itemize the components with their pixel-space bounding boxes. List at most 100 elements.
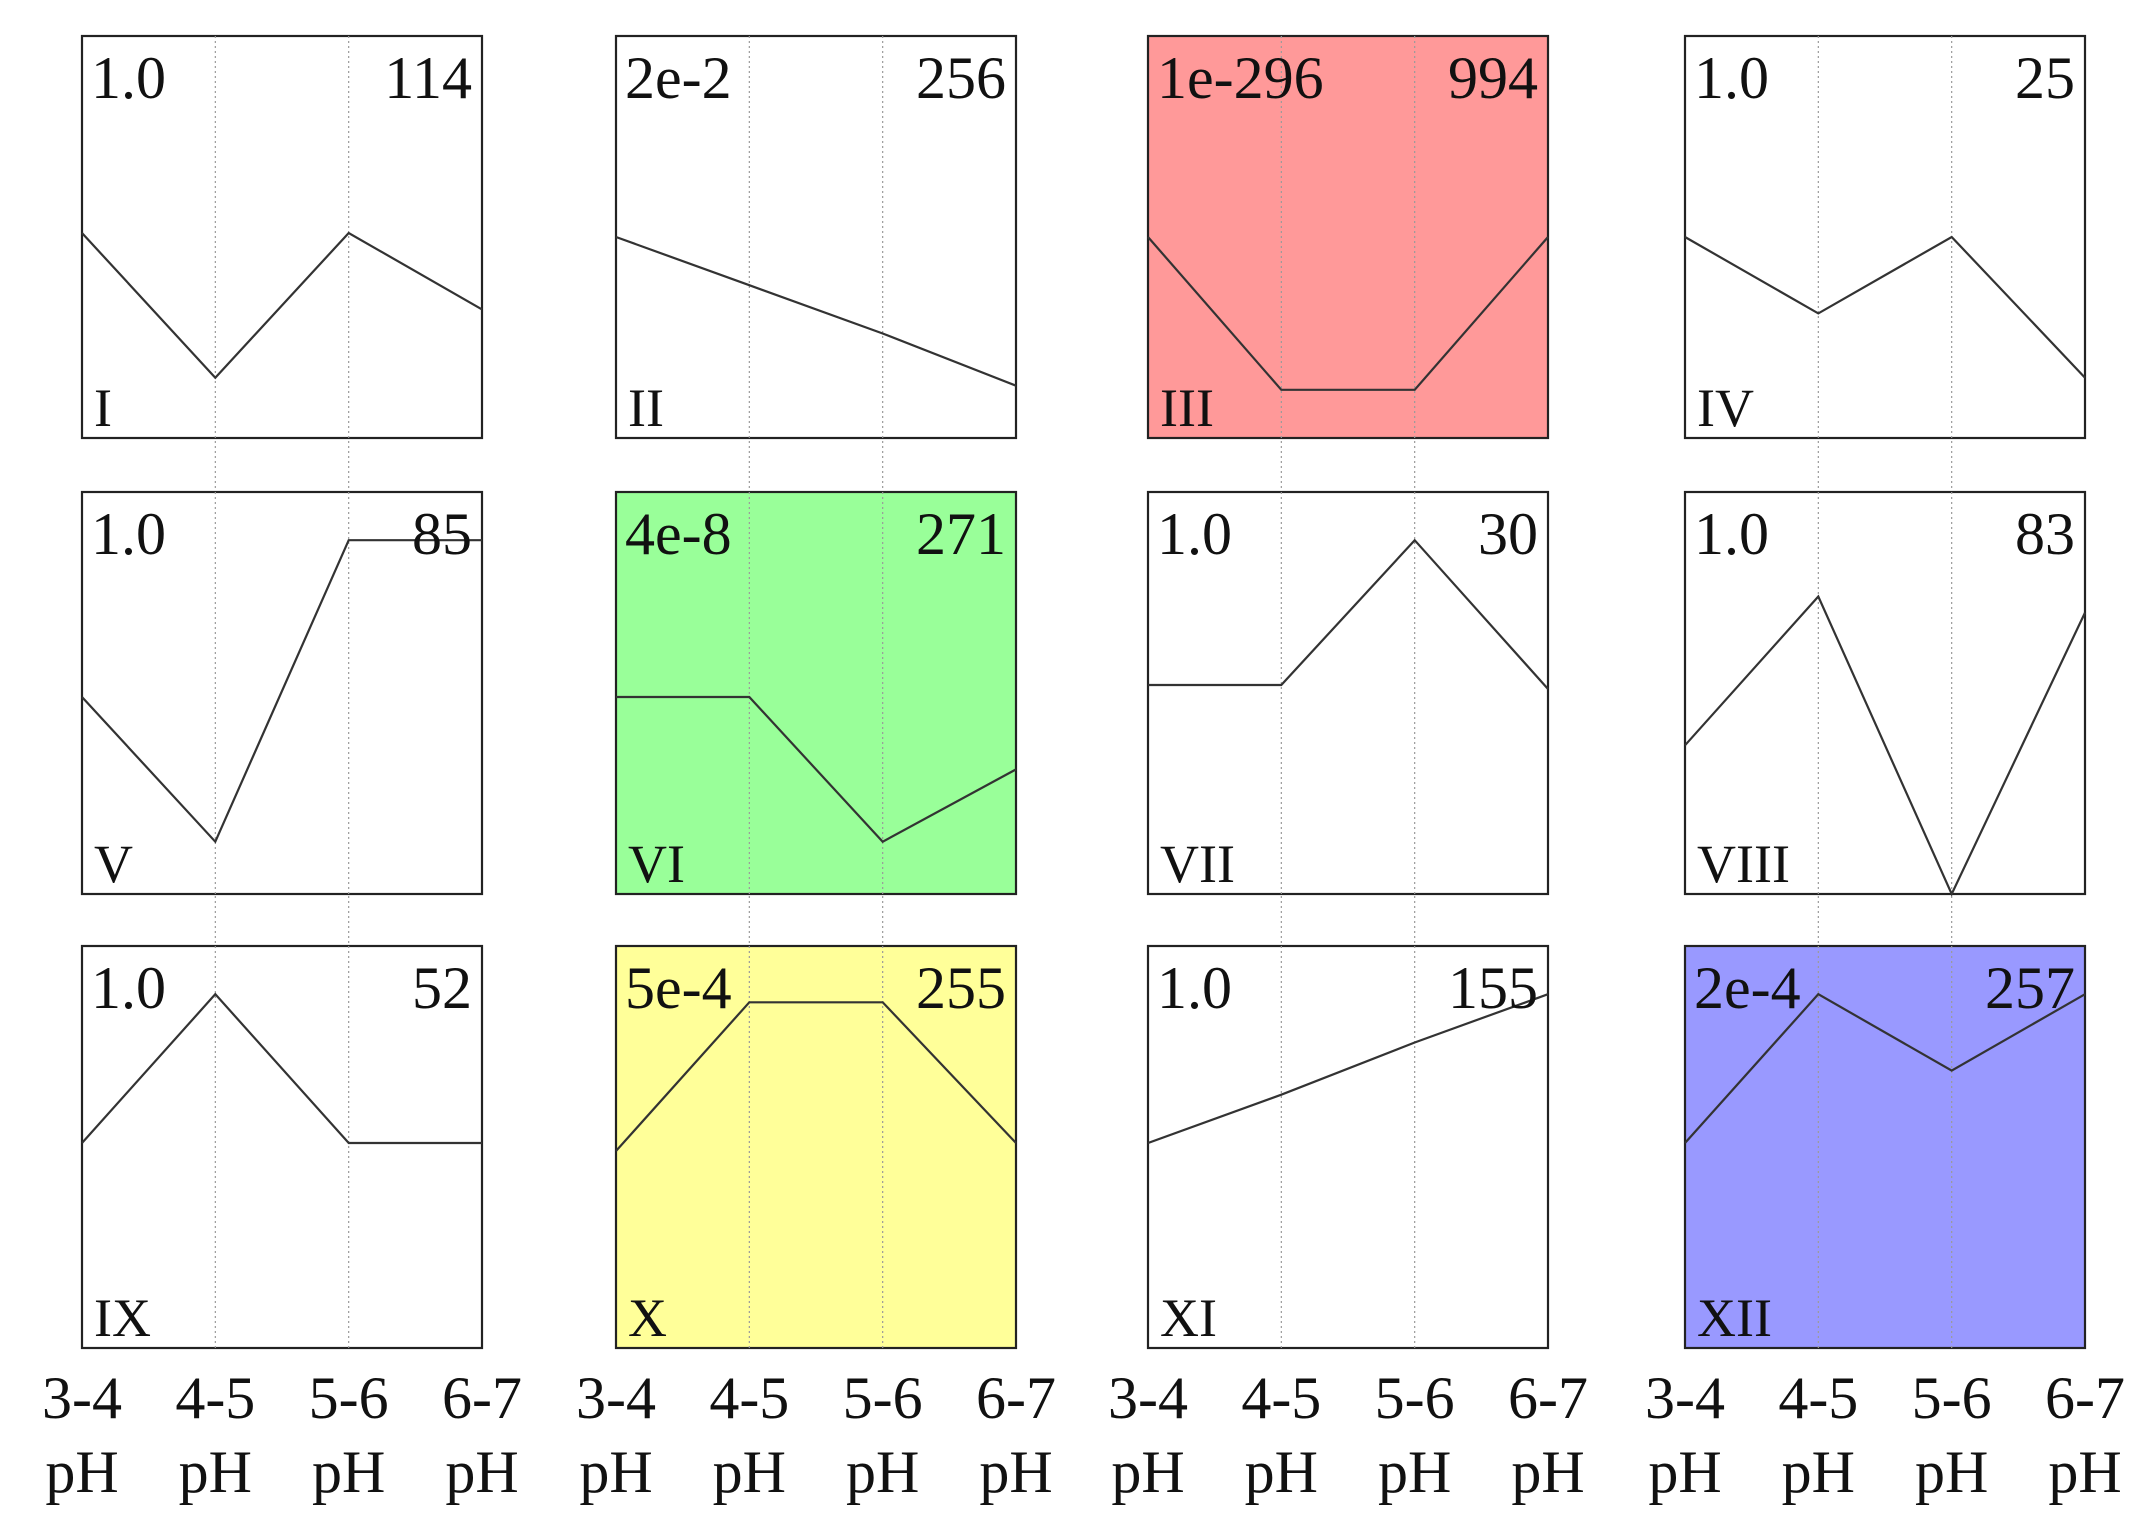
panel-pvalue: 1.0 xyxy=(1157,955,1232,1021)
panel-count: 25 xyxy=(2015,45,2075,111)
panel-pvalue: 4e-8 xyxy=(625,501,732,567)
x-tick-unit: pH xyxy=(312,1439,385,1505)
x-tick-unit: pH xyxy=(1378,1439,1451,1505)
panel-label: VIII xyxy=(1697,834,1790,894)
panel-iv: 1.0 25 IV xyxy=(1683,34,2087,440)
x-tick-label: 5-6 xyxy=(843,1365,923,1431)
x-tick-label: 4-5 xyxy=(1241,1365,1321,1431)
panels: 1.0 114 I 2e-2 256 II 1e-296 994 III 1.0 25 IV 1.0 85… xyxy=(80,34,2087,1350)
panel-label: IX xyxy=(94,1288,151,1348)
panel-i: 1.0 114 I xyxy=(80,34,484,440)
profile-line xyxy=(81,539,482,844)
x-tick-unit: pH xyxy=(1648,1439,1721,1505)
panel-xii: 2e-4 257 XII xyxy=(1683,944,2087,1350)
profile-line xyxy=(1684,992,2086,1144)
panel-label: V xyxy=(94,834,133,894)
panel-count: 255 xyxy=(916,955,1006,1021)
profile-line xyxy=(615,235,1017,387)
profile-line xyxy=(81,231,483,380)
panel-pvalue: 1.0 xyxy=(91,45,166,111)
panel-frame xyxy=(1683,944,2087,1350)
panel-count: 994 xyxy=(1448,45,1538,111)
panel-frame xyxy=(1683,490,2087,896)
panel-frame xyxy=(1146,34,1550,440)
panel-label: X xyxy=(628,1288,667,1348)
x-tick-unit: pH xyxy=(1245,1439,1318,1505)
panel-count: 155 xyxy=(1448,955,1538,1021)
panel-v: 1.0 85 V xyxy=(80,490,484,896)
panel-frame xyxy=(80,34,484,440)
profile-line xyxy=(1148,538,1549,690)
panel-label: XII xyxy=(1697,1288,1772,1348)
panel-pvalue: 1e-296 xyxy=(1157,45,1324,111)
panel-xi: 1.0 155 XI xyxy=(1146,944,1550,1350)
x-tick-unit: pH xyxy=(713,1439,786,1505)
panel-ix: 1.0 52 IX xyxy=(80,944,484,1350)
panel-pvalue: 1.0 xyxy=(91,955,166,1021)
panel-pvalue: 1.0 xyxy=(91,501,166,567)
profile-line xyxy=(1147,236,1549,391)
x-tick-label: 6-7 xyxy=(2045,1365,2125,1431)
x-tick-label: 4-5 xyxy=(709,1365,789,1431)
x-tick-label: 6-7 xyxy=(976,1365,1056,1431)
x-axis-1: 3-4 pH 4-5 pH 5-6 pH 6-7 pH xyxy=(42,1365,522,1505)
profile-line xyxy=(1147,993,1549,1145)
x-tick-unit: pH xyxy=(579,1439,652,1505)
panel-label: VII xyxy=(1160,834,1235,894)
x-tick-label: 6-7 xyxy=(442,1365,522,1431)
panel-count: 52 xyxy=(412,955,472,1021)
panel-pvalue: 2e-4 xyxy=(1694,955,1801,1021)
profile-line xyxy=(615,1001,1017,1152)
panel-frame xyxy=(1146,944,1550,1350)
x-tick-label: 3-4 xyxy=(1645,1365,1725,1431)
x-tick-label: 5-6 xyxy=(1912,1365,1992,1431)
panel-pvalue: 1.0 xyxy=(1157,501,1232,567)
profile-line xyxy=(1684,235,2086,379)
profile-line xyxy=(81,992,482,1145)
x-tick-label: 3-4 xyxy=(42,1365,122,1431)
panel-count: 257 xyxy=(1985,955,2075,1021)
panel-x: 5e-4 255 X xyxy=(614,944,1018,1350)
panel-pvalue: 2e-2 xyxy=(625,45,732,111)
x-tick-unit: pH xyxy=(1511,1439,1584,1505)
x-tick-unit: pH xyxy=(179,1439,252,1505)
panel-count: 83 xyxy=(2015,501,2075,567)
x-tick-label: 6-7 xyxy=(1508,1365,1588,1431)
x-tick-unit: pH xyxy=(445,1439,518,1505)
x-tick-unit: pH xyxy=(1111,1439,1184,1505)
x-tick-unit: pH xyxy=(1915,1439,1988,1505)
x-axis-3: 3-4 pH 4-5 pH 5-6 pH 6-7 pH xyxy=(1108,1365,1588,1505)
x-tick-unit: pH xyxy=(846,1439,919,1505)
x-axis-4: 3-4 pH 4-5 pH 5-6 pH 6-7 pH xyxy=(1645,1365,2125,1505)
panel-viii: 1.0 83 VIII xyxy=(1683,490,2087,897)
panel-vi: 4e-8 271 VI xyxy=(614,490,1018,896)
panel-pvalue: 1.0 xyxy=(1694,45,1769,111)
x-axes: 3-4 pH 4-5 pH 5-6 pH 6-7 pH 3-4 pH 4-5 pH 5-6 pH 6-7 pH… xyxy=(42,1365,2125,1505)
profile-line xyxy=(616,695,1017,844)
x-tick-label: 3-4 xyxy=(1108,1365,1188,1431)
panel-ii: 2e-2 256 II xyxy=(614,34,1018,440)
panel-label: III xyxy=(1160,378,1214,438)
panel-count: 271 xyxy=(916,501,1006,567)
panel-frame xyxy=(614,944,1018,1350)
panel-label: II xyxy=(628,378,664,438)
panel-label: VI xyxy=(628,834,685,894)
x-tick-label: 5-6 xyxy=(309,1365,389,1431)
x-tick-unit: pH xyxy=(45,1439,118,1505)
panel-frame xyxy=(1146,490,1550,896)
panel-count: 256 xyxy=(916,45,1006,111)
x-tick-label: 5-6 xyxy=(1375,1365,1455,1431)
panel-label: IV xyxy=(1697,378,1754,438)
panel-label: I xyxy=(94,378,112,438)
x-axis-2: 3-4 pH 4-5 pH 5-6 pH 6-7 pH xyxy=(576,1365,1056,1505)
panel-frame xyxy=(614,490,1018,896)
x-tick-unit: pH xyxy=(979,1439,1052,1505)
x-tick-label: 4-5 xyxy=(175,1365,255,1431)
x-tick-label: 3-4 xyxy=(576,1365,656,1431)
x-tick-label: 4-5 xyxy=(1778,1365,1858,1431)
panel-label: XI xyxy=(1160,1288,1217,1348)
profile-line xyxy=(1684,594,2086,897)
panel-vii: 1.0 30 VII xyxy=(1146,490,1550,896)
x-tick-unit: pH xyxy=(2048,1439,2121,1505)
panel-iii: 1e-296 994 III xyxy=(1146,34,1550,440)
